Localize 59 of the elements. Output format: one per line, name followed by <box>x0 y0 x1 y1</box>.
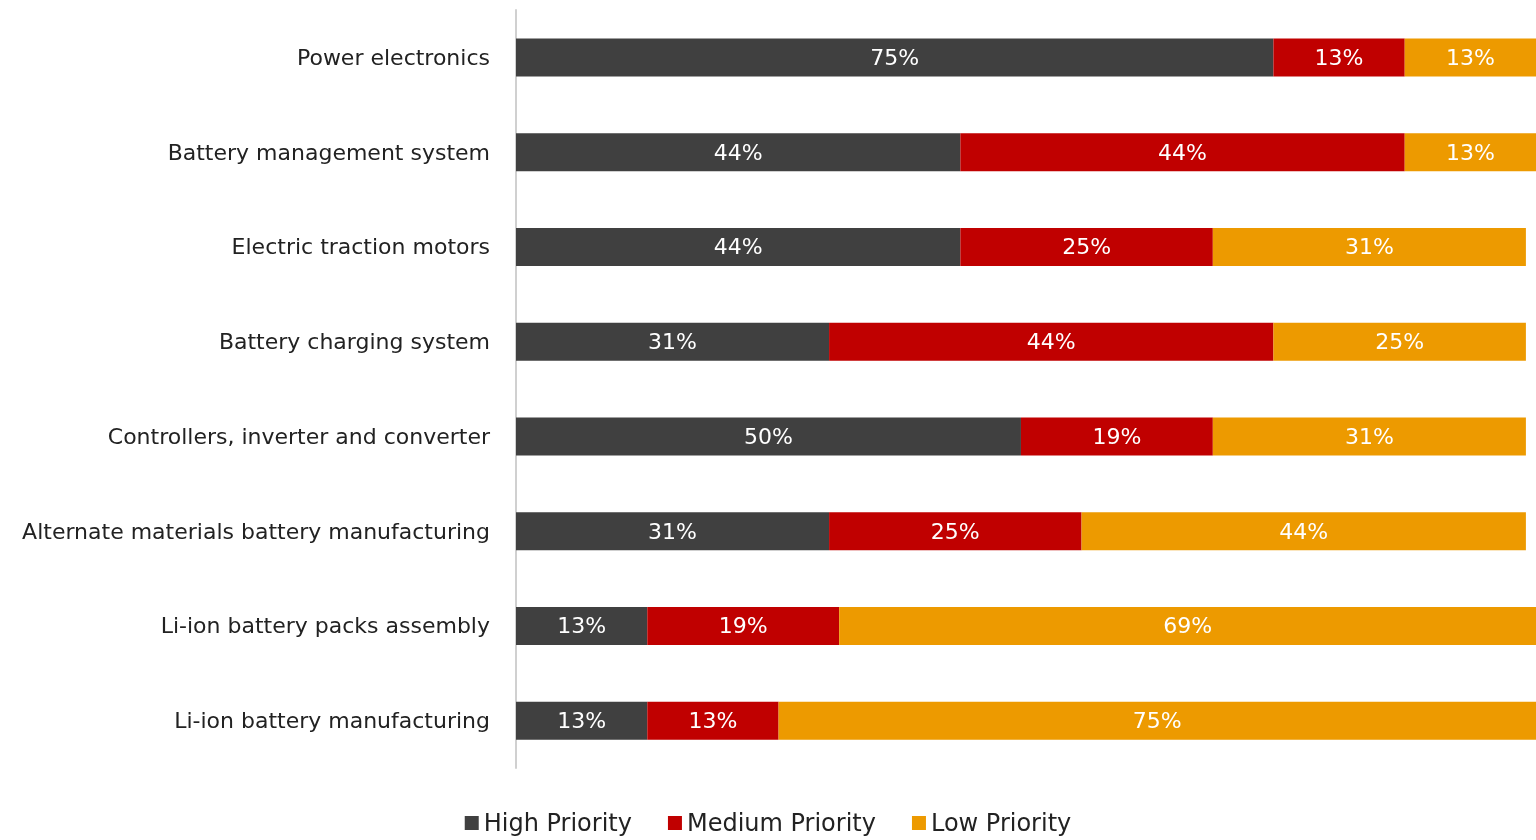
bar <box>1273 38 1405 77</box>
data-label: 31% <box>648 518 697 544</box>
data-label: 31% <box>1344 423 1394 449</box>
legend-label: Medium Priority <box>686 809 876 837</box>
bar <box>839 606 1536 645</box>
bar <box>647 701 779 740</box>
bar <box>516 701 648 740</box>
data-label: 44% <box>1279 518 1329 544</box>
data-label: 44% <box>713 234 763 260</box>
y-tick-label: Power electronics <box>296 44 490 70</box>
data-label: 13% <box>1445 44 1495 70</box>
legend-label: High Priority <box>483 809 632 837</box>
y-tick-label: Alternate materials battery manufacturing <box>22 518 490 544</box>
data-label: 13% <box>1314 44 1364 70</box>
bar <box>960 133 1405 172</box>
bar <box>516 512 830 551</box>
data-label: 25% <box>1375 329 1425 355</box>
y-tick-label: Li-ion battery packs assembly <box>160 613 490 639</box>
data-label: 44% <box>1158 139 1207 165</box>
y-tick-label: Controllers, inverter and converter <box>107 423 491 449</box>
y-tick-label: Battery management system <box>167 139 490 165</box>
bar <box>516 606 648 645</box>
data-label: 25% <box>930 518 980 544</box>
data-label: 13% <box>557 613 607 639</box>
bar <box>647 606 840 645</box>
data-label: 75% <box>870 44 920 70</box>
data-label: 13% <box>557 708 607 734</box>
data-label: 19% <box>718 613 768 639</box>
data-label: 44% <box>713 139 763 165</box>
bar <box>1404 133 1536 172</box>
y-tick-label: Battery charging system <box>218 329 490 355</box>
bar <box>829 322 1274 361</box>
bar <box>516 227 961 266</box>
data-label: 13% <box>688 708 738 734</box>
bar <box>1404 38 1536 77</box>
data-label: 31% <box>648 329 697 355</box>
data-label: 25% <box>1062 234 1112 260</box>
y-tick-label: Electric traction motors <box>231 234 490 260</box>
data-label: 19% <box>1092 423 1142 449</box>
bar <box>1273 322 1526 361</box>
bar <box>516 133 961 172</box>
data-label: 13% <box>1445 139 1495 165</box>
data-label: 31% <box>1344 234 1394 260</box>
data-label: 75% <box>1132 708 1182 734</box>
legend-label: Low Priority <box>930 809 1072 837</box>
bar <box>1081 512 1526 551</box>
bar <box>1020 417 1213 456</box>
data-label: 44% <box>1026 329 1076 355</box>
bar <box>829 512 1082 551</box>
bar <box>960 227 1213 266</box>
bar <box>516 38 1274 77</box>
bar <box>778 701 1536 740</box>
y-tick-label: Li-ion battery manufacturing <box>174 708 490 734</box>
bar <box>1212 417 1526 456</box>
data-label: 69% <box>1163 613 1213 639</box>
bar <box>1212 227 1526 266</box>
data-label: 50% <box>744 423 793 449</box>
bar <box>516 417 1021 456</box>
bar <box>516 322 830 361</box>
